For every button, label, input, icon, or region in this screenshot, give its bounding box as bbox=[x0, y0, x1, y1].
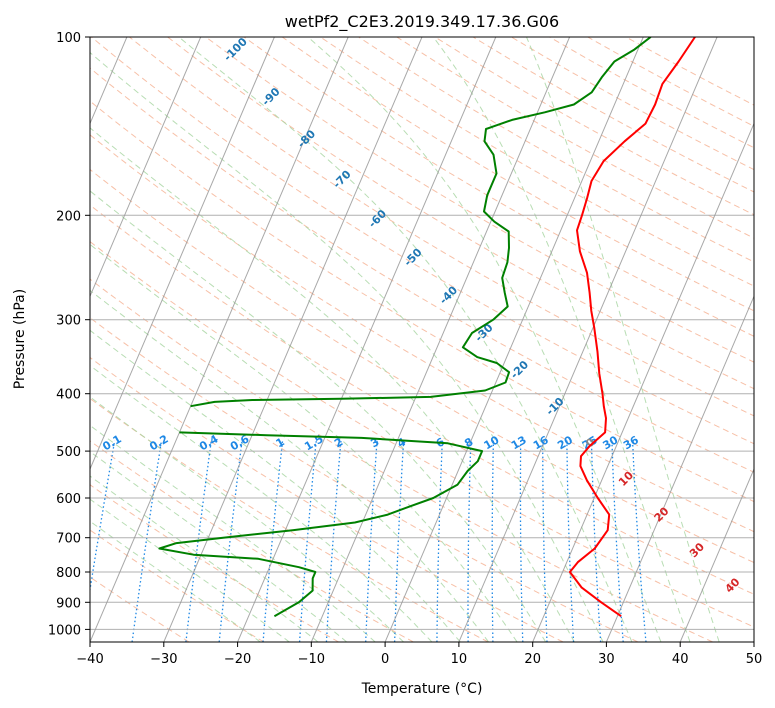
mixing-ratio-line bbox=[491, 440, 495, 642]
dry-adiabat-line bbox=[90, 484, 339, 642]
moist-adiabat-line bbox=[90, 289, 489, 642]
dewpoint-profile-lower bbox=[158, 431, 484, 618]
y-tick-label: 400 bbox=[56, 388, 81, 403]
mixing-ratio-line bbox=[90, 440, 116, 594]
x-tick-label: 50 bbox=[746, 652, 763, 667]
moist-adiabat-line bbox=[90, 396, 404, 642]
y-axis-title: Pressure (hPa) bbox=[12, 289, 28, 389]
moist-adiabat-line bbox=[432, 37, 691, 642]
isotherm-line bbox=[90, 37, 275, 471]
y-tick-label: 800 bbox=[56, 566, 81, 581]
dry-adiabat-line bbox=[90, 241, 754, 628]
x-tick-label: 0 bbox=[381, 652, 389, 667]
moist-adiabat-line bbox=[90, 127, 575, 642]
x-tick-label: 40 bbox=[672, 652, 689, 667]
dry-adiabat-line bbox=[90, 168, 754, 564]
isotherms bbox=[90, 37, 754, 642]
plot-frame bbox=[89, 36, 755, 643]
moist-adiabat-line bbox=[307, 37, 662, 642]
isotherm-line bbox=[310, 37, 571, 642]
y-tick-label: 600 bbox=[56, 492, 81, 507]
moist-adiabat-line bbox=[90, 364, 433, 642]
mixing-ratio-line bbox=[542, 440, 548, 642]
mixing-ratio-line bbox=[131, 440, 163, 642]
temperature-profile bbox=[568, 37, 696, 618]
dewpoint-profile-upper bbox=[190, 37, 652, 408]
moist-adiabat-line bbox=[90, 329, 461, 642]
x-tick-label: −10 bbox=[298, 652, 325, 667]
moist-adiabat-line bbox=[90, 520, 261, 642]
chart-title: wetPf2_C2E3.2019.349.17.36.G06 bbox=[285, 12, 559, 32]
x-tick-label: 30 bbox=[598, 652, 615, 667]
dry-adiabat-line bbox=[90, 134, 754, 533]
isotherm-line bbox=[90, 37, 349, 642]
x-tick-label: 20 bbox=[524, 652, 541, 667]
isotherm-line bbox=[532, 122, 754, 642]
isotherm-line bbox=[679, 467, 754, 642]
isotherm-line bbox=[90, 37, 202, 298]
dry-adiabat-line bbox=[90, 67, 754, 473]
y-tick-label: 300 bbox=[56, 314, 81, 329]
x-tick-label: −20 bbox=[224, 652, 251, 667]
moist-adiabat-line bbox=[526, 37, 720, 642]
mixing-ratio-line bbox=[566, 440, 575, 642]
dry-adiabat-line bbox=[90, 529, 265, 642]
moist-adiabat-line bbox=[178, 37, 633, 642]
mixing-ratio-line bbox=[611, 440, 624, 642]
mixing-ratio-line bbox=[218, 440, 243, 642]
x-tick-label: −30 bbox=[150, 652, 177, 667]
x-tick-label: −40 bbox=[76, 652, 103, 667]
mixing-ratio-line bbox=[365, 440, 378, 642]
isotherm-line bbox=[458, 37, 718, 642]
moist-adiabat-line bbox=[90, 475, 319, 642]
x-tick-label: 10 bbox=[451, 652, 468, 667]
y-axis-ticks: 100 200 300 400 500 600 700 800 900 1000 bbox=[48, 31, 90, 638]
mixing-ratio-line bbox=[631, 440, 647, 642]
dry-adiabat-line bbox=[90, 37, 754, 445]
isotherm-line bbox=[605, 295, 754, 642]
mixing-ratio-line bbox=[590, 440, 602, 642]
isotherm-line bbox=[384, 37, 644, 642]
isotherm-line bbox=[237, 37, 497, 642]
dry-adiabat-line bbox=[243, 37, 754, 337]
y-tick-label: 200 bbox=[56, 209, 81, 224]
moist-adiabat-line bbox=[90, 51, 604, 642]
dry-adiabat-line bbox=[129, 37, 754, 417]
mixing-ratio-line bbox=[467, 440, 472, 642]
y-tick-label: 500 bbox=[56, 445, 81, 460]
dry-adiabat-line bbox=[90, 278, 713, 642]
x-axis-title: Temperature (°C) bbox=[361, 681, 483, 697]
moist-adiabats bbox=[90, 37, 720, 642]
y-tick-label: 100 bbox=[56, 31, 81, 46]
y-tick-label: 1000 bbox=[48, 623, 81, 638]
y-tick-label: 900 bbox=[56, 596, 81, 611]
mixing-ratio-line bbox=[262, 440, 284, 642]
moist-adiabat-line bbox=[90, 498, 290, 642]
pressure-gridlines bbox=[90, 37, 754, 630]
mixing-ratio-line bbox=[298, 440, 317, 642]
mixing-ratio-line bbox=[519, 440, 524, 642]
dry-adiabat-line bbox=[90, 100, 754, 503]
moist-adiabat-line bbox=[90, 424, 376, 642]
profiles bbox=[158, 37, 696, 618]
mixing-ratio-line bbox=[436, 440, 443, 642]
x-axis-ticks: −40 −30 −20 −10 0 10 20 30 40 50 bbox=[76, 642, 762, 667]
dry-adiabat-line bbox=[90, 397, 489, 642]
mixing-ratio-line bbox=[185, 440, 212, 642]
dry-adiabat-line bbox=[90, 204, 754, 595]
mixing-ratio-lines bbox=[90, 440, 647, 642]
dry-adiabat-line bbox=[205, 37, 754, 363]
mixing-ratio-line bbox=[325, 440, 342, 642]
dry-adiabat-line bbox=[90, 356, 564, 642]
y-tick-label: 700 bbox=[56, 532, 81, 547]
isotherm-line bbox=[163, 37, 423, 642]
moist-adiabat-line bbox=[90, 243, 518, 642]
